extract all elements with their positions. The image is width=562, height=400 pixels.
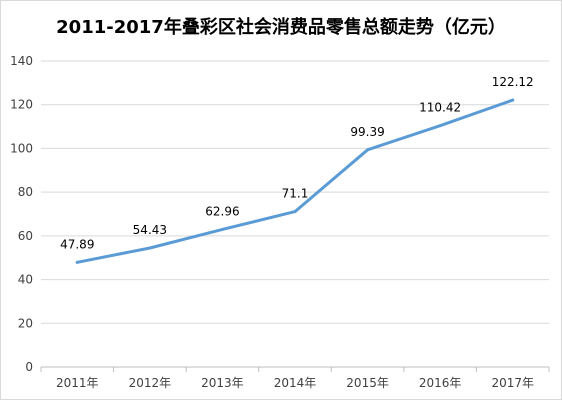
y-tick-label: 140 <box>10 54 33 68</box>
y-tick-label: 120 <box>10 98 33 112</box>
data-label: 110.42 <box>419 101 461 115</box>
x-tick-label: 2014年 <box>274 376 317 390</box>
y-tick-label: 0 <box>25 360 33 374</box>
data-point <box>220 227 224 231</box>
y-tick-label: 40 <box>18 273 33 287</box>
y-tick-label: 60 <box>18 229 33 243</box>
series-line <box>75 98 515 264</box>
data-point <box>438 124 442 128</box>
y-tick-label: 20 <box>18 316 33 330</box>
data-point <box>293 210 297 214</box>
data-label: 71.1 <box>282 187 309 201</box>
data-point <box>148 246 152 250</box>
data-point <box>75 260 79 264</box>
y-tick-label: 80 <box>18 185 33 199</box>
data-label: 122.12 <box>492 75 534 89</box>
data-label: 99.39 <box>350 125 384 139</box>
data-label: 54.43 <box>133 223 167 237</box>
data-label: 62.96 <box>205 204 239 218</box>
x-tick-label: 2011年 <box>56 376 99 390</box>
x-tick-label: 2013年 <box>201 376 244 390</box>
x-tick-label: 2015年 <box>346 376 389 390</box>
x-tick-label: 2012年 <box>129 376 172 390</box>
x-tick-label: 2016年 <box>419 376 462 390</box>
chart-title: 2011-2017年叠彩区社会消费品零售总额走势（亿元） <box>56 17 506 38</box>
y-tick-label: 100 <box>10 141 33 155</box>
x-tick-label: 2017年 <box>491 376 534 390</box>
data-point <box>511 98 515 102</box>
data-point <box>366 148 370 152</box>
data-label: 47.89 <box>60 237 94 251</box>
